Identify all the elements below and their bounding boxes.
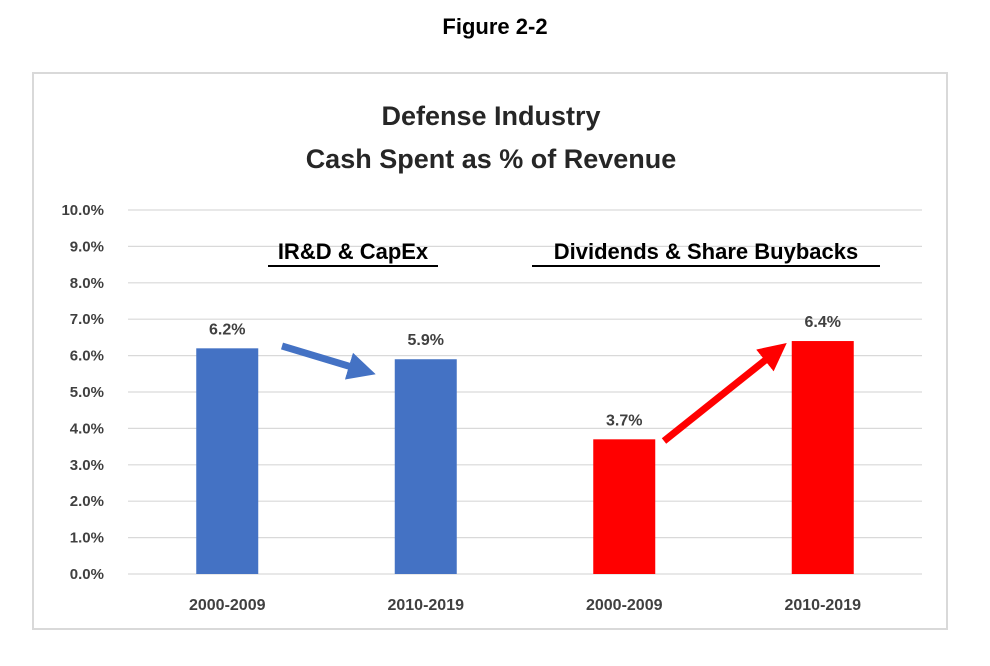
gridlines — [128, 209, 922, 575]
bar-1 — [196, 348, 259, 574]
y-tick-label: 10.0% — [61, 202, 104, 219]
y-tick-label: 7.0% — [70, 311, 104, 328]
y-tick-label: 4.0% — [70, 420, 104, 437]
bar-2 — [394, 359, 457, 574]
x-tick-label: 2010-2019 — [784, 597, 861, 614]
y-tick-label: 6.0% — [70, 348, 104, 365]
figure-label: Figure 2-2 — [442, 14, 548, 39]
y-axis: 0.0% 1.0% 2.0% 3.0% 4.0% 5.0% 6.0% 7.0% 8.0% 9.0%… — [61, 202, 104, 583]
data-label: 3.7% — [606, 412, 642, 429]
y-tick-label: 5.0% — [70, 384, 104, 401]
data-label: 6.2% — [209, 321, 245, 338]
data-label: 5.9% — [408, 332, 444, 349]
data-label: 6.4% — [805, 314, 841, 331]
group-label-dividends-buybacks: Dividends & Share Buybacks — [554, 239, 858, 264]
y-tick-label: 9.0% — [70, 238, 104, 255]
trend-arrow-dividends-up — [661, 343, 787, 444]
bar-4 — [791, 341, 854, 574]
data-labels: 6.2% 5.9% 3.7% 6.4% — [209, 314, 841, 429]
x-tick-label: 2010-2019 — [387, 597, 464, 614]
y-tick-label: 2.0% — [70, 493, 104, 510]
y-tick-label: 1.0% — [70, 530, 104, 547]
x-axis: 2000-2009 2010-2019 2000-2009 2010-2019 — [189, 597, 861, 614]
bars — [196, 341, 854, 574]
chart-subtitle: Cash Spent as % of Revenue — [306, 144, 677, 174]
trend-arrow-ird-down — [280, 342, 376, 380]
bar-3 — [593, 439, 656, 574]
x-tick-label: 2000-2009 — [586, 597, 663, 614]
group-label-ird-capex: IR&D & CapEx — [278, 239, 429, 264]
y-tick-label: 3.0% — [70, 457, 104, 474]
chart-title: Defense Industry — [381, 101, 600, 131]
y-tick-label: 0.0% — [70, 566, 104, 583]
y-tick-label: 8.0% — [70, 275, 104, 292]
x-tick-label: 2000-2009 — [189, 597, 266, 614]
